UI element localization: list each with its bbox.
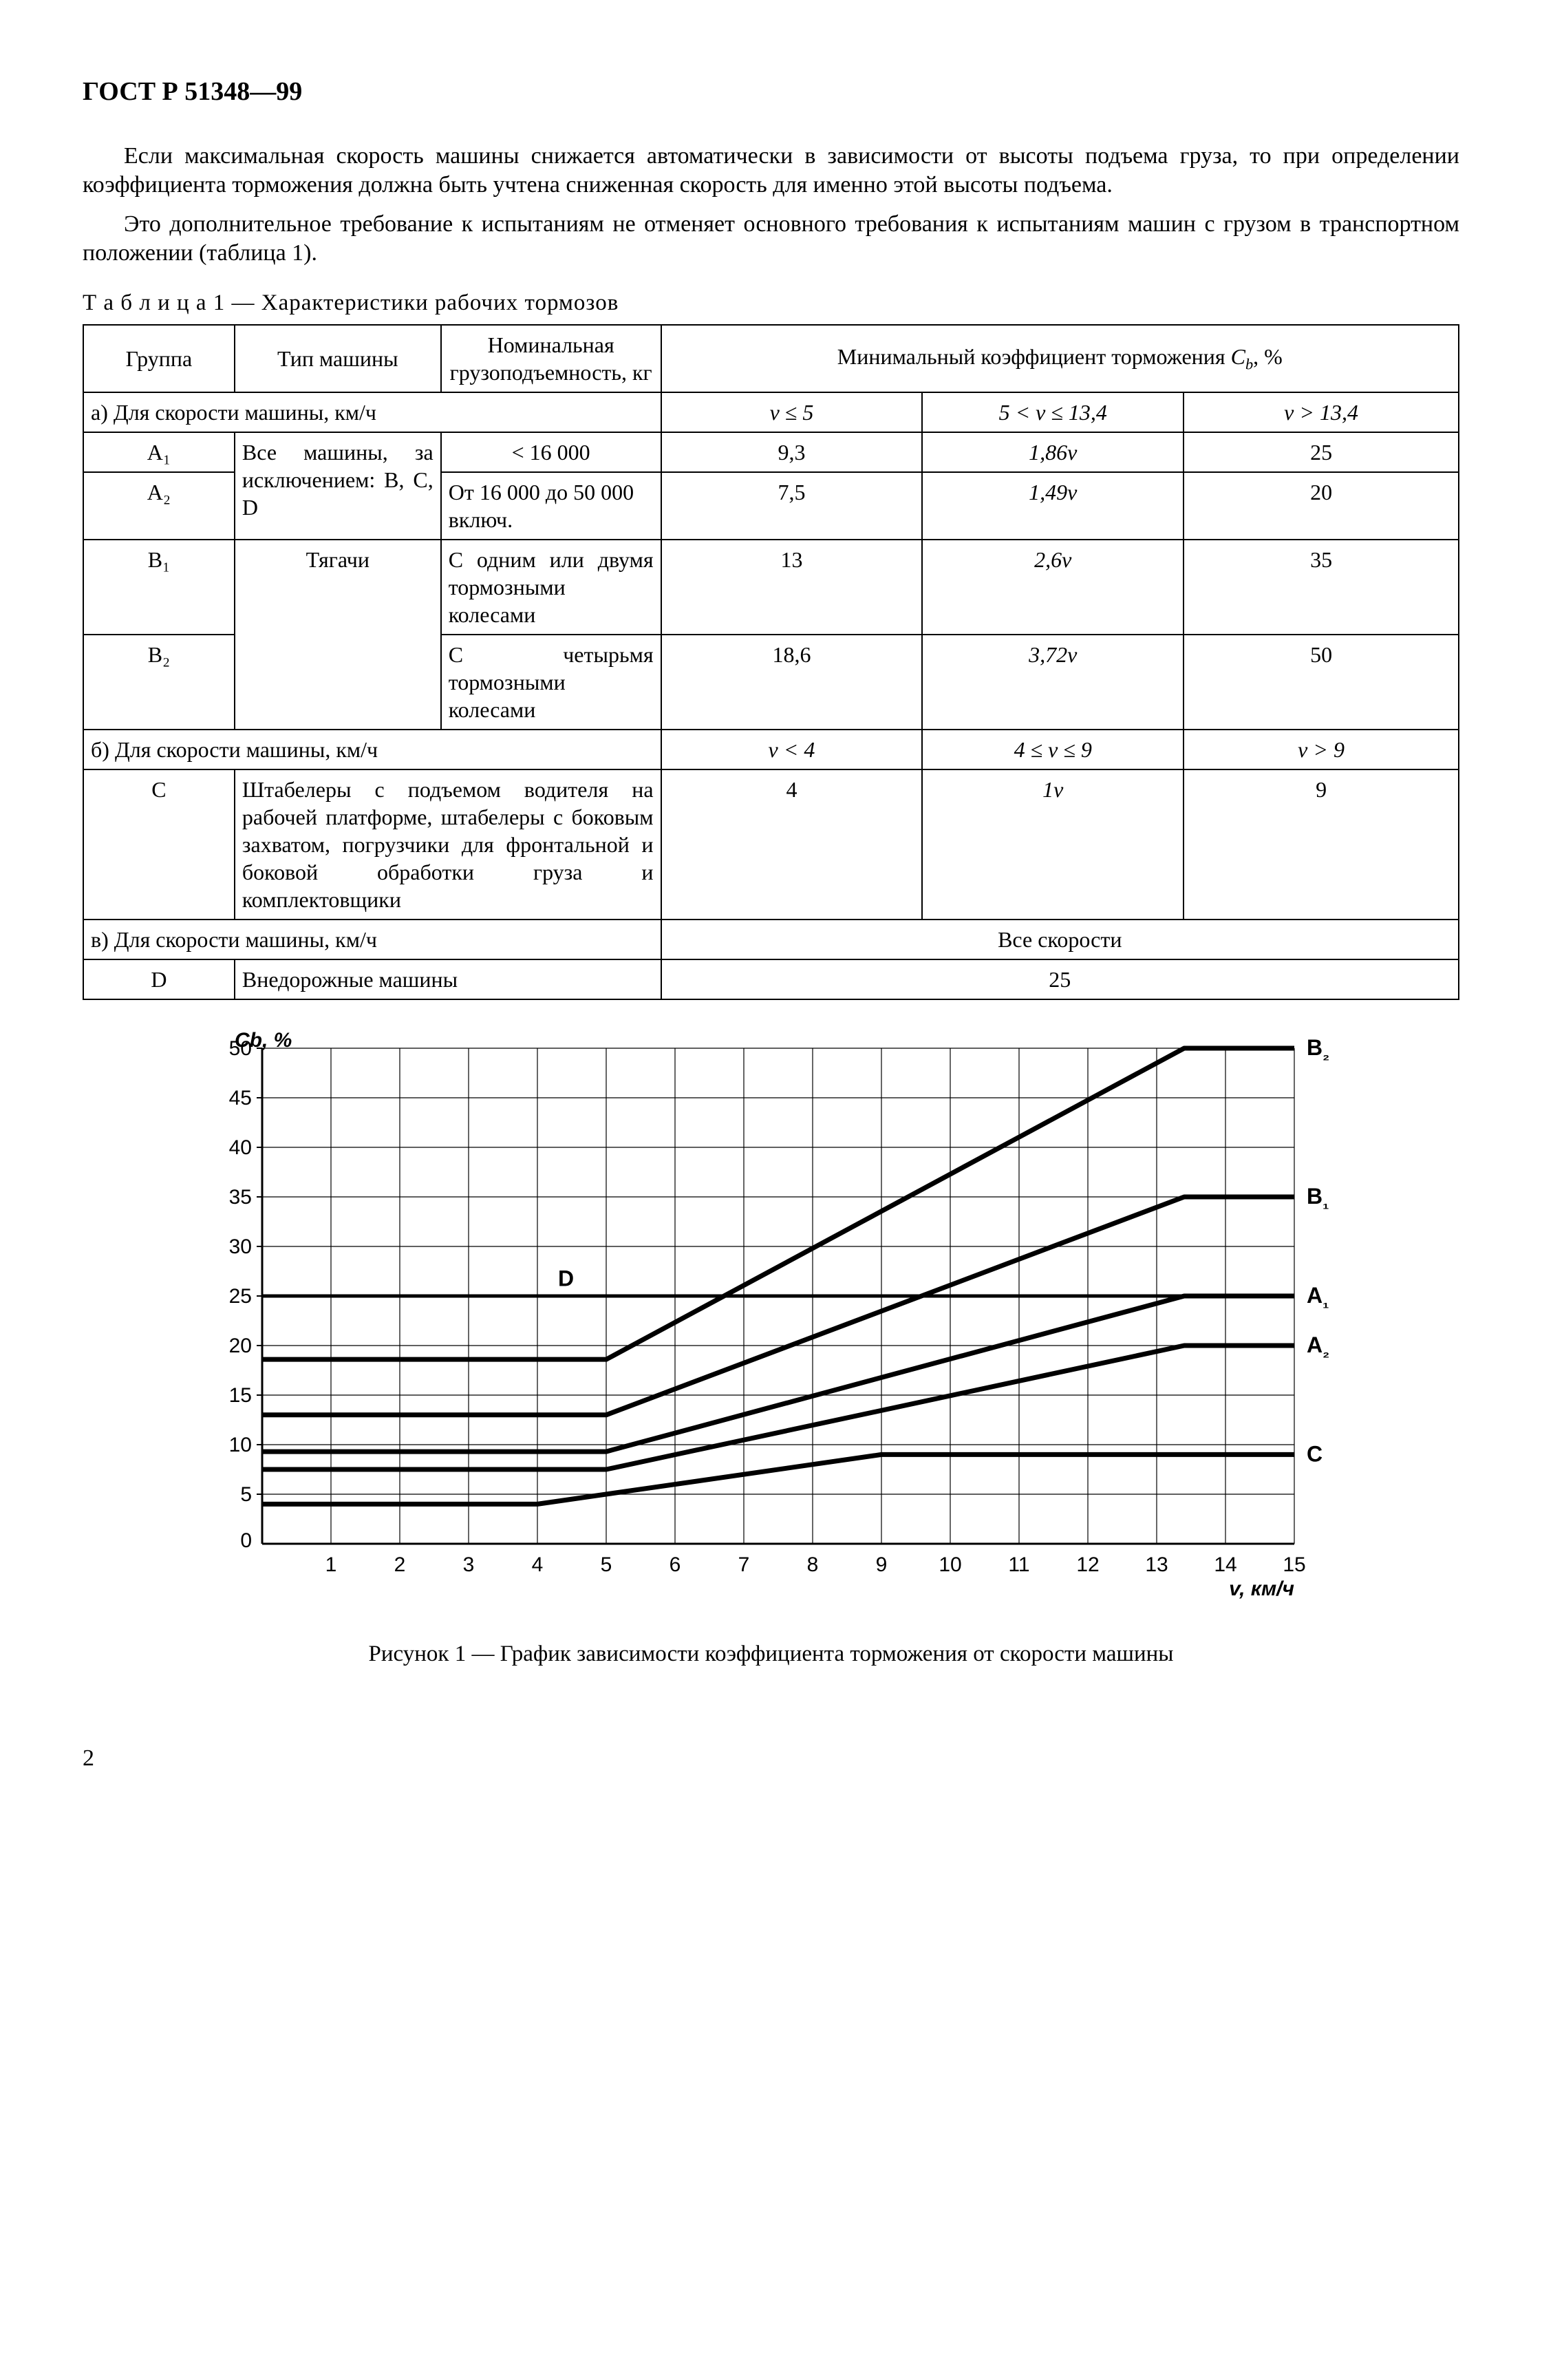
cell-b1-v2: 2,6v <box>922 540 1184 635</box>
svg-text:B₂: B₂ <box>1307 1035 1329 1063</box>
section-b-speed-2: 4 ≤ v ≤ 9 <box>922 730 1184 769</box>
svg-text:D: D <box>558 1266 574 1290</box>
col-type: Тип машины <box>235 325 441 392</box>
row-d: D Внедорожные машины 25 <box>83 959 1459 999</box>
svg-text:30: 30 <box>228 1235 251 1258</box>
svg-text:8: 8 <box>806 1553 818 1576</box>
svg-text:Cb, %: Cb, % <box>235 1029 292 1052</box>
table-header-row: Группа Тип машины Номинальная грузоподъе… <box>83 325 1459 392</box>
cell-d-val: 25 <box>661 959 1459 999</box>
section-c-title: в) Для скорости машины, км/ч <box>83 920 661 959</box>
svg-text:0: 0 <box>240 1529 252 1552</box>
section-b-header: б) Для скорости машины, км/ч v < 4 4 ≤ v… <box>83 730 1459 769</box>
section-c-allspeeds: Все скорости <box>661 920 1459 959</box>
section-b-title: б) Для скорости машины, км/ч <box>83 730 661 769</box>
document-id: ГОСТ Р 51348—99 <box>83 76 1459 109</box>
cell-type-a: Все машины, за исключением: B, C, D <box>235 432 441 540</box>
svg-text:9: 9 <box>875 1553 887 1576</box>
col-capacity: Номинальная грузоподъемность, кг <box>441 325 661 392</box>
table-caption-prefix: Т а б л и ц а 1 — <box>83 290 261 315</box>
svg-text:2: 2 <box>394 1553 405 1576</box>
row-c: C Штабелеры с подъемом водителя на рабоч… <box>83 769 1459 920</box>
braking-coefficient-chart: 5101520253035404550012345678910111213141… <box>180 1028 1363 1606</box>
col-group: Группа <box>83 325 235 392</box>
svg-text:4: 4 <box>531 1553 543 1576</box>
cell-type-b: Тягачи <box>235 540 441 730</box>
svg-text:12: 12 <box>1076 1553 1099 1576</box>
section-a-speed-2: 5 < v ≤ 13,4 <box>922 392 1184 432</box>
svg-text:5: 5 <box>240 1483 252 1506</box>
svg-text:15: 15 <box>228 1384 251 1407</box>
svg-text:13: 13 <box>1145 1553 1168 1576</box>
svg-text:45: 45 <box>228 1087 251 1109</box>
svg-text:10: 10 <box>228 1434 251 1456</box>
section-b-speed-3: v > 9 <box>1184 730 1459 769</box>
cell-group-a2: A₂ <box>83 472 235 540</box>
cell-cap-b2: С четырьмя тормозными колесами <box>441 635 661 730</box>
cell-group-a1: A₁ <box>83 432 235 472</box>
svg-text:C: C <box>1307 1441 1323 1466</box>
paragraph-2: Это дополнительное требование к испытани… <box>83 210 1459 268</box>
cell-cap-a2: От 16 000 до 50 000 включ. <box>441 472 661 540</box>
cell-a2-v1: 7,5 <box>661 472 923 540</box>
svg-text:10: 10 <box>939 1553 961 1576</box>
cell-a1-v3: 25 <box>1184 432 1459 472</box>
cell-c-v3: 9 <box>1184 769 1459 920</box>
cell-b2-v2: 3,72v <box>922 635 1184 730</box>
cell-c-v1: 4 <box>661 769 923 920</box>
cell-group-d: D <box>83 959 235 999</box>
cell-a1-v2: 1,86v <box>922 432 1184 472</box>
cell-b1-v1: 13 <box>661 540 923 635</box>
cell-b2-v3: 50 <box>1184 635 1459 730</box>
svg-text:A₁: A₁ <box>1307 1283 1329 1311</box>
page-number: 2 <box>83 1744 1459 1774</box>
col-coef: Минимальный коэффициент торможения Cb, % <box>661 325 1459 392</box>
svg-text:20: 20 <box>228 1335 251 1357</box>
col-coef-text: Минимальный коэффициент торможения Cb, % <box>837 344 1283 369</box>
svg-text:14: 14 <box>1214 1553 1236 1576</box>
svg-text:v, км/ч: v, км/ч <box>1229 1577 1294 1600</box>
row-b1: B₁ Тягачи С одним или двумя тормозными к… <box>83 540 1459 635</box>
cell-a1-v1: 9,3 <box>661 432 923 472</box>
svg-text:35: 35 <box>228 1186 251 1209</box>
section-a-speed-1: v ≤ 5 <box>661 392 923 432</box>
row-a1: A₁ Все машины, за исключением: B, C, D <… <box>83 432 1459 472</box>
svg-text:40: 40 <box>228 1136 251 1159</box>
figure-caption: Рисунок 1 — График зависимости коэффицие… <box>83 1640 1459 1668</box>
cell-a2-v2: 1,49v <box>922 472 1184 540</box>
svg-text:A₂: A₂ <box>1307 1332 1329 1361</box>
cell-group-b1: B₁ <box>83 540 235 635</box>
brake-characteristics-table: Группа Тип машины Номинальная грузоподъе… <box>83 324 1459 1000</box>
cell-type-d: Внедорожные машины <box>235 959 661 999</box>
cell-cap-b1: С одним или двумя тормозными колесами <box>441 540 661 635</box>
paragraph-1: Если максимальная скорость машины снижае… <box>83 142 1459 200</box>
cell-c-v2: 1v <box>922 769 1184 920</box>
cell-type-c: Штабелеры с подъемом водителя на рабочей… <box>235 769 661 920</box>
svg-text:15: 15 <box>1283 1553 1305 1576</box>
cell-b2-v1: 18,6 <box>661 635 923 730</box>
chart-container: 5101520253035404550012345678910111213141… <box>180 1028 1363 1606</box>
svg-text:25: 25 <box>228 1285 251 1308</box>
cell-b1-v3: 35 <box>1184 540 1459 635</box>
svg-text:5: 5 <box>600 1553 612 1576</box>
cell-group-c: C <box>83 769 235 920</box>
table-caption-text: Характеристики рабочих тормозов <box>261 290 619 315</box>
section-a-header: a) Для скорости машины, км/ч v ≤ 5 5 < v… <box>83 392 1459 432</box>
section-c-header: в) Для скорости машины, км/ч Все скорост… <box>83 920 1459 959</box>
table-caption: Т а б л и ц а 1 — Характеристики рабочих… <box>83 289 1459 317</box>
section-a-title: a) Для скорости машины, км/ч <box>83 392 661 432</box>
section-a-speed-3: v > 13,4 <box>1184 392 1459 432</box>
cell-a2-v3: 20 <box>1184 472 1459 540</box>
svg-text:B₁: B₁ <box>1307 1184 1329 1212</box>
cell-cap-a1: < 16 000 <box>441 432 661 472</box>
svg-text:6: 6 <box>669 1553 681 1576</box>
cell-group-b2: B₂ <box>83 635 235 730</box>
svg-text:7: 7 <box>738 1553 749 1576</box>
svg-text:11: 11 <box>1008 1553 1029 1576</box>
svg-text:1: 1 <box>325 1553 336 1576</box>
svg-text:3: 3 <box>462 1553 474 1576</box>
section-b-speed-1: v < 4 <box>661 730 923 769</box>
